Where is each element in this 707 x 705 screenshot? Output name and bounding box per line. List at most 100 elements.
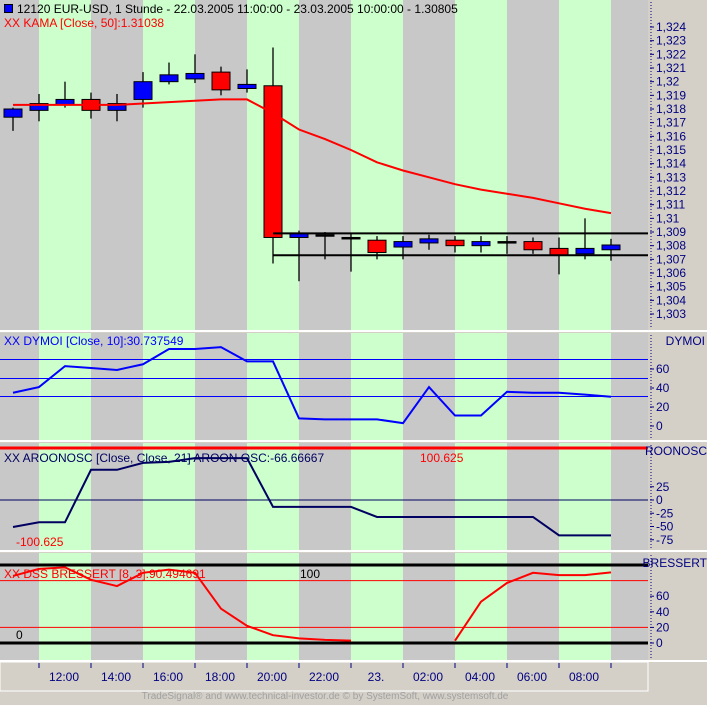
stoch-legend[interactable]: XX DSS BRESSERT [8, 3]:90.494691 <box>4 567 206 581</box>
candle-body <box>315 234 335 237</box>
time-label: 12:00 <box>49 670 79 684</box>
session-band <box>559 333 611 440</box>
price-axis-tick-label: 1,311 <box>656 198 685 212</box>
time-label: 16:00 <box>153 670 183 684</box>
panel-background <box>0 0 648 330</box>
price-axis-tick-label: 1,313 <box>656 170 686 184</box>
kama-legend[interactable]: XX KAMA [Close, 50]:1.31038 <box>4 16 165 30</box>
blue-square-icon <box>4 4 13 13</box>
price-axis-tick-label: 1,304 <box>656 293 686 307</box>
time-label: 23. <box>368 670 385 684</box>
price-axis-tick-label: 1,321 <box>656 61 686 75</box>
price-axis-tick-label: 1,31 <box>656 211 680 225</box>
dymoi-axis-tick-label: 20 <box>656 400 670 414</box>
candle-body <box>601 244 621 251</box>
chart-title-row: 12120 EUR-USD, 1 Stunde - 22.03.2005 11:… <box>4 3 458 16</box>
axis-background <box>648 333 707 440</box>
time-label: 02:00 <box>413 670 443 684</box>
price-axis-tick-label: 1,305 <box>656 280 686 294</box>
session-band <box>247 443 299 550</box>
axis-background <box>648 443 707 550</box>
candle-body <box>445 239 465 247</box>
axis-background <box>648 0 707 330</box>
price-axis-tick-label: 1,318 <box>656 102 686 116</box>
dymoi-line <box>12 346 612 425</box>
time-label: 18:00 <box>205 670 235 684</box>
session-band <box>247 333 299 440</box>
candle-body <box>263 85 283 238</box>
dymoi-axis-tick-label: 0 <box>656 419 663 433</box>
chart-title: 12120 EUR-USD, 1 Stunde - 22.03.2005 11:… <box>17 2 458 16</box>
session-band <box>455 443 507 550</box>
price-axis-tick-label: 1,323 <box>656 34 686 48</box>
aroon-axis-tick-label: -25 <box>656 506 674 520</box>
candle-body <box>185 72 205 80</box>
session-band <box>143 0 195 330</box>
footer-credits: TradeSignal® and www.technical-investor.… <box>141 691 509 702</box>
dymoi-axis-title: DYMOI <box>665 334 705 348</box>
stoch-zero-label: 0 <box>16 628 23 642</box>
stoch-line <box>454 571 612 642</box>
session-band <box>351 333 403 440</box>
candle-body <box>133 81 153 100</box>
price-axis-tick-label: 1,322 <box>656 47 686 61</box>
candle-body <box>211 71 231 91</box>
candle-body <box>107 103 127 111</box>
aroon-axis-tick-label: 0 <box>656 493 663 507</box>
stoch-axis-tick-label: 40 <box>656 605 670 619</box>
candle-body <box>523 241 543 251</box>
candle-body <box>367 239 387 254</box>
stoch-axis-title: BRESSERT <box>642 556 707 570</box>
aroon-max-label: 100.625 <box>420 451 464 465</box>
candle-body <box>393 241 413 248</box>
session-band <box>351 443 403 550</box>
time-label: 14:00 <box>101 670 131 684</box>
session-band <box>455 333 507 440</box>
candle-body <box>575 247 595 255</box>
session-band <box>39 443 91 550</box>
session-band <box>39 333 91 440</box>
price-axis-tick-label: 1,314 <box>656 157 686 171</box>
dymoi-axis-tick-label: 40 <box>656 381 670 395</box>
price-axis-tick-label: 1,317 <box>656 116 686 130</box>
price-axis-tick-label: 1,306 <box>656 266 686 280</box>
session-band <box>39 0 91 330</box>
session-band <box>559 443 611 550</box>
aroon-legend[interactable]: XX AROONOSC [Close, Close, 21] AROON OSC… <box>4 451 325 465</box>
candle-body <box>549 247 569 256</box>
candle-body <box>3 108 23 118</box>
stoch-axis-tick-label: 60 <box>656 589 670 603</box>
price-axis-tick-label: 1,316 <box>656 129 686 143</box>
aroon-axis-tick-label: -75 <box>656 533 674 547</box>
aroon-axis-tick-label: -50 <box>656 520 674 534</box>
time-axis <box>0 661 649 692</box>
candle-body <box>29 103 49 111</box>
price-axis-tick-label: 1,308 <box>656 239 686 253</box>
session-band <box>455 0 507 330</box>
stoch-line <box>12 566 352 642</box>
candle-body <box>471 241 491 247</box>
price-axis-tick-label: 1,312 <box>656 184 686 198</box>
aroon-line <box>12 457 611 537</box>
kama-line <box>13 98 612 215</box>
candle-body <box>159 74 179 83</box>
aroon-axis-title: ROONOSC <box>644 444 707 458</box>
stoch-axis-tick-label: 0 <box>656 636 663 650</box>
dymoi-legend[interactable]: XX DYMOI [Close, 10]:30.737549 <box>4 334 184 348</box>
price-axis-tick-label: 1,303 <box>656 307 686 321</box>
stoch-axis-tick-label: 20 <box>656 620 670 634</box>
time-label: 06:00 <box>517 670 547 684</box>
stoch-top-label: 100 <box>300 567 321 581</box>
time-label: 08:00 <box>569 670 599 684</box>
session-band <box>143 333 195 440</box>
panel-background <box>0 333 648 440</box>
axis-background <box>648 553 707 660</box>
price-axis-tick-label: 1,324 <box>656 20 686 34</box>
time-label: 04:00 <box>465 670 495 684</box>
time-label: 22:00 <box>309 670 339 684</box>
dymoi-axis-tick-label: 60 <box>656 362 670 376</box>
aroon-min-label: -100.625 <box>16 535 64 549</box>
candle-body <box>419 238 439 244</box>
